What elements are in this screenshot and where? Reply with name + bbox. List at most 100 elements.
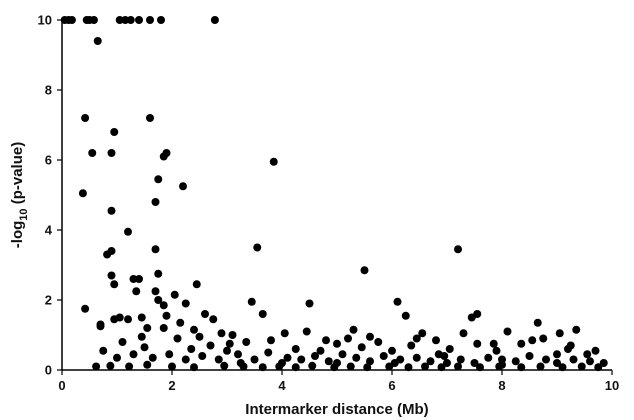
data-point (473, 339, 482, 348)
data-point (467, 313, 476, 322)
x-tick-label: 10 (605, 378, 619, 393)
data-point (553, 359, 561, 367)
data-point (269, 157, 278, 166)
data-point (107, 271, 116, 280)
data-point (88, 149, 97, 157)
data-point (118, 338, 127, 346)
y-axis-title-tail: (p-value) (9, 142, 26, 209)
data-point (484, 353, 493, 362)
data-point (159, 301, 168, 310)
data-point (503, 327, 512, 336)
data-point (470, 359, 479, 367)
data-point (401, 311, 410, 320)
data-point (121, 16, 130, 24)
data-point (206, 341, 215, 350)
data-point (390, 359, 399, 367)
data-point (583, 350, 592, 359)
data-point (113, 353, 121, 362)
data-point (181, 355, 190, 364)
data-point (157, 16, 165, 24)
data-point (349, 325, 358, 334)
data-point (434, 350, 443, 359)
data-point (146, 16, 154, 24)
data-point (126, 16, 135, 24)
data-point (78, 189, 87, 198)
data-point (124, 315, 132, 324)
data-point (250, 355, 259, 364)
data-point (564, 345, 572, 353)
y-tick-label: 6 (45, 153, 52, 168)
data-point (346, 362, 355, 371)
x-axis-title: Intermarker distance (Mb) (245, 401, 428, 418)
data-point (278, 359, 286, 367)
data-point (107, 247, 116, 255)
y-tick-label: 0 (45, 363, 52, 378)
data-point (110, 280, 119, 289)
data-point (151, 245, 160, 254)
data-point (107, 149, 116, 157)
data-points (60, 16, 608, 372)
data-point (297, 355, 306, 364)
data-point (115, 16, 124, 24)
data-point (92, 362, 101, 371)
data-point (223, 346, 231, 355)
y-tick-label: 2 (45, 293, 52, 308)
y-axis-title-sub: 10 (18, 208, 30, 220)
x-tick-label: 0 (58, 378, 65, 393)
data-point (106, 361, 115, 370)
y-axis-title: -log10 (p-value) (9, 142, 30, 248)
data-point (264, 348, 273, 357)
data-point (214, 355, 223, 364)
data-point (421, 362, 429, 371)
data-point (352, 353, 361, 362)
data-point (162, 311, 171, 320)
data-point (236, 359, 245, 367)
data-point (267, 336, 275, 345)
data-point (195, 332, 204, 341)
data-point (143, 360, 152, 369)
data-point (569, 355, 578, 364)
data-point (476, 363, 484, 372)
data-point (190, 363, 198, 372)
data-point (283, 353, 292, 362)
data-point (333, 359, 341, 367)
data-point (594, 363, 603, 372)
data-point (324, 357, 333, 366)
data-point (125, 362, 134, 371)
data-point (445, 345, 454, 353)
data-point (170, 290, 179, 299)
data-point (404, 363, 413, 372)
data-point (437, 363, 446, 372)
data-point (137, 332, 146, 341)
y-tick-label: 8 (45, 83, 52, 98)
data-point (129, 350, 138, 359)
data-point (525, 352, 534, 360)
data-point (388, 346, 396, 355)
data-point (374, 338, 383, 346)
data-point (555, 329, 564, 338)
data-point (110, 128, 119, 136)
data-point (291, 345, 300, 353)
data-point (154, 269, 163, 278)
data-point (210, 16, 219, 24)
data-point (165, 350, 174, 359)
data-point (89, 16, 98, 24)
data-point (366, 357, 374, 366)
data-point (132, 287, 141, 296)
data-point (168, 362, 176, 371)
data-point (363, 363, 372, 372)
data-point (316, 346, 325, 355)
data-point (190, 325, 198, 334)
x-tick-label: 2 (168, 378, 175, 393)
data-point (344, 334, 352, 343)
data-point (366, 332, 374, 341)
y-tick-label: 10 (38, 13, 52, 28)
data-point (143, 324, 152, 332)
data-point (511, 357, 520, 366)
data-point (99, 346, 108, 355)
data-point (489, 339, 498, 348)
data-point (242, 338, 251, 346)
data-point (517, 363, 526, 372)
y-tick-label: 4 (45, 223, 53, 238)
